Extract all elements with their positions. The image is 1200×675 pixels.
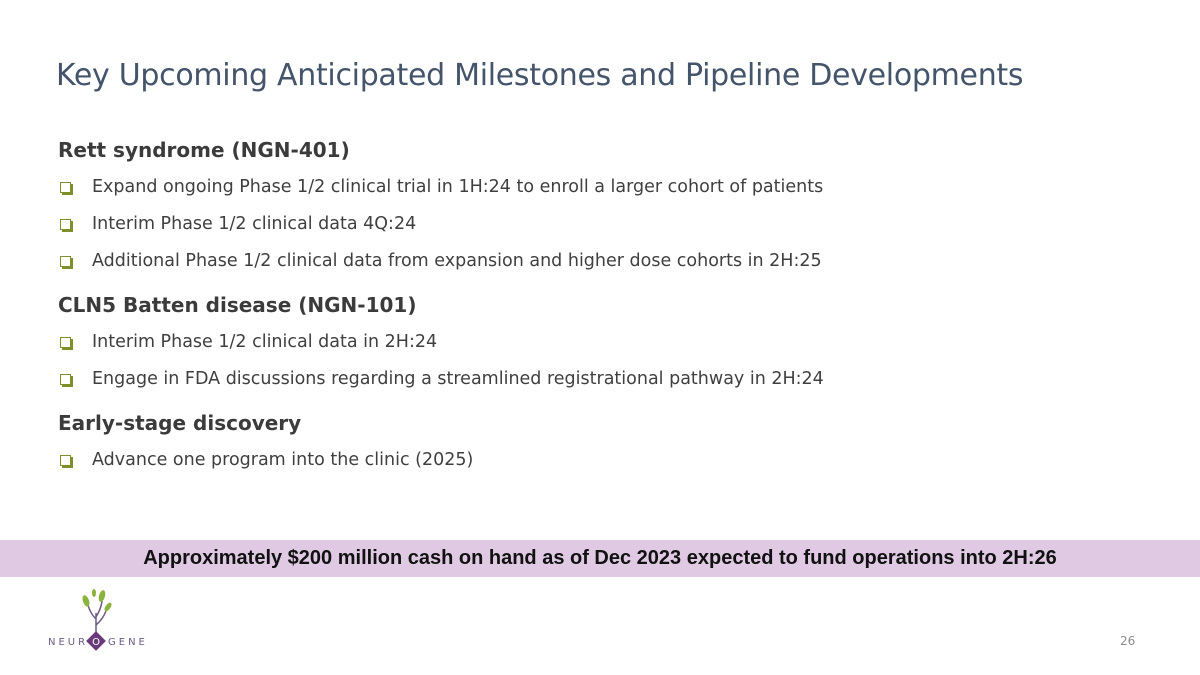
checkbox-bullet <box>60 256 71 267</box>
bullet-item: Additional Phase 1/2 clinical data from … <box>58 243 1158 280</box>
bullet-item: Advance one program into the clinic (202… <box>58 442 1158 479</box>
checkbox-bullet <box>60 182 71 193</box>
bullet-text: Additional Phase 1/2 clinical data from … <box>92 251 822 271</box>
bullet-text: Expand ongoing Phase 1/2 clinical trial … <box>92 177 824 197</box>
section: CLN5 Batten disease (NGN-101) Interim Pha… <box>58 290 1158 398</box>
banner: Approximately $200 million cash on hand … <box>0 540 1200 577</box>
logo-leaves <box>82 589 112 612</box>
bullet-text: Engage in FDA discussions regarding a st… <box>92 369 824 389</box>
checkbox-bullet <box>60 337 71 348</box>
bullet-item: Engage in FDA discussions regarding a st… <box>58 361 1158 398</box>
section-heading: Rett syndrome (NGN-401) <box>58 138 350 162</box>
bullet-item: Interim Phase 1/2 clinical data 4Q:24 <box>58 206 1158 243</box>
bullet-item: Interim Phase 1/2 clinical data in 2H:24 <box>58 324 1158 361</box>
slide-title: Key Upcoming Anticipated Milestones and … <box>56 58 1024 93</box>
bullet-text: Advance one program into the clinic (202… <box>92 450 474 470</box>
checkbox-bullet <box>60 219 71 230</box>
logo: NEUR O GENE <box>48 589 148 651</box>
logo-text: NEUR <box>48 637 88 648</box>
section: Early-stage discovery Advance one program… <box>58 408 1158 479</box>
checkbox-bullet <box>60 455 71 466</box>
section: Rett syndrome (NGN-401) Expand ongoing Ph… <box>58 135 1158 280</box>
page-number: 26 <box>1120 634 1136 648</box>
logo-text: O <box>92 637 100 648</box>
logo-text: GENE <box>108 637 148 648</box>
section-heading: CLN5 Batten disease (NGN-101) <box>58 293 417 317</box>
bullet-text: Interim Phase 1/2 clinical data in 2H:24 <box>92 332 438 352</box>
bullet-item: Expand ongoing Phase 1/2 clinical trial … <box>58 169 1158 206</box>
logo-plant <box>87 600 107 633</box>
content: Rett syndrome (NGN-401) Expand ongoing Ph… <box>58 135 1158 479</box>
bullet-text: Interim Phase 1/2 clinical data 4Q:24 <box>92 214 417 234</box>
section-heading: Early-stage discovery <box>58 411 302 435</box>
checkbox-bullet <box>60 374 71 385</box>
